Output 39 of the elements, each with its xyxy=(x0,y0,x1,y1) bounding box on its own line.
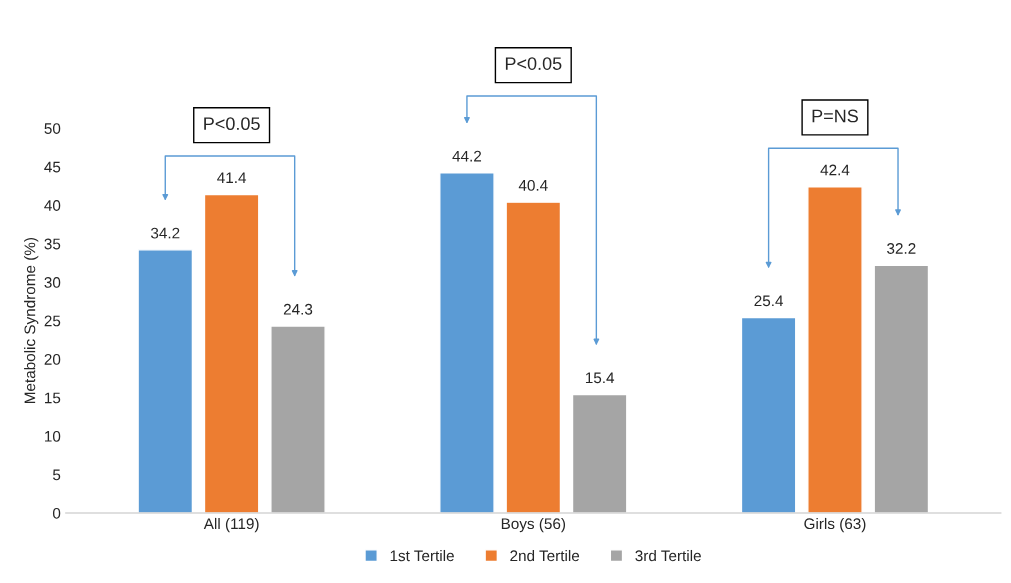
y-tick-label: 50 xyxy=(44,123,61,134)
bar xyxy=(571,393,628,514)
y-tick-label: 20 xyxy=(44,354,61,365)
y-tick-label: 5 xyxy=(52,469,61,481)
x-tick-label: All (119) xyxy=(203,517,259,533)
bar xyxy=(740,316,797,514)
legend-label: 3rd Tertile xyxy=(635,549,701,562)
bar xyxy=(203,193,260,514)
y-tick-label: 35 xyxy=(44,238,61,250)
bar xyxy=(873,264,930,514)
y-tick-label: 30 xyxy=(44,277,61,288)
data-label: 41.4 xyxy=(217,172,247,183)
legend-label: 2nd Tertile xyxy=(510,549,580,562)
text: P=NS xyxy=(812,109,858,123)
y-tick-label: 45 xyxy=(44,161,61,173)
data-label: 34.2 xyxy=(150,227,180,239)
y-tick-label: 10 xyxy=(45,430,61,442)
annotation: P<0.05 xyxy=(204,117,260,131)
legend-label: 1st Tertile xyxy=(390,549,454,562)
y-tick-label: 40 xyxy=(44,200,61,211)
data-label: 24.3 xyxy=(283,303,313,315)
text: P<0.05 xyxy=(505,57,562,70)
data-label: 40.4 xyxy=(518,179,548,191)
bar xyxy=(270,325,326,514)
bar xyxy=(439,172,495,514)
data-label: 42.4 xyxy=(820,164,850,176)
bar xyxy=(505,201,562,514)
data-label: 15.4 xyxy=(585,372,615,384)
bar xyxy=(137,249,194,514)
y-tick-label: 0 xyxy=(52,507,61,519)
y-tick-label: 25 xyxy=(44,315,61,327)
y-axis-title: Metabolic Syndrome (%) xyxy=(24,237,39,404)
bar xyxy=(807,186,863,514)
data-label: 25.4 xyxy=(754,295,784,307)
y-tick-label: 15 xyxy=(45,392,61,404)
x-tick-label: Girls (63) xyxy=(804,517,866,533)
data-label: 44.2 xyxy=(452,150,482,162)
data-label: 32.2 xyxy=(887,243,916,254)
x-tick-label: Boys (56) xyxy=(501,517,566,533)
